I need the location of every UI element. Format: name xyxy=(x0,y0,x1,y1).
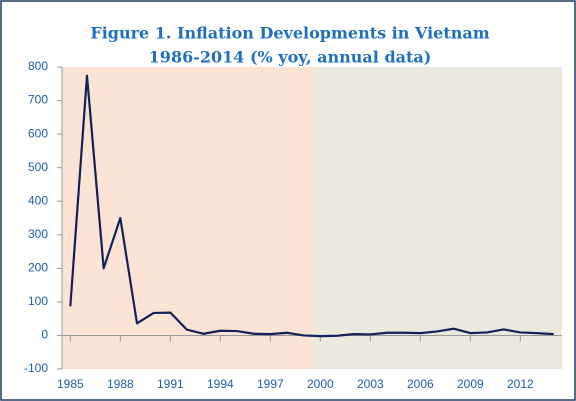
y-tick-label: 400 xyxy=(28,193,48,207)
shaded-region xyxy=(62,67,314,369)
x-tick-label: 1997 xyxy=(257,377,284,391)
y-tick-label: 300 xyxy=(28,227,48,241)
line-series xyxy=(69,74,554,338)
y-tick-label: -100 xyxy=(24,361,48,375)
y-tick-label: 200 xyxy=(28,261,48,275)
x-tick-label: 1985 xyxy=(57,377,84,391)
x-tick-label: 2012 xyxy=(507,377,534,391)
x-tick-label: 1994 xyxy=(207,377,234,391)
y-tick-label: 700 xyxy=(28,93,48,107)
y-tick-label: 500 xyxy=(28,160,48,174)
x-tick-label: 2009 xyxy=(457,377,484,391)
y-tick-label: 0 xyxy=(41,328,48,342)
x-tick-label: 1988 xyxy=(107,377,134,391)
y-tick-label: 100 xyxy=(28,294,48,308)
y-tick-label: 800 xyxy=(28,59,48,73)
x-tick-label: 2000 xyxy=(307,377,334,391)
plot-area xyxy=(57,66,562,370)
x-tick-label: 2003 xyxy=(357,377,384,391)
x-tick-label: 1991 xyxy=(157,377,184,391)
y-tick-label: 600 xyxy=(28,126,48,140)
x-tick-label: 2006 xyxy=(407,377,434,391)
chart-subtitle: 1986-2014 (% yoy, annual data) xyxy=(149,48,432,67)
shaded-region xyxy=(313,67,562,369)
chart-title: Figure 1. Inflation Developments in Viet… xyxy=(90,24,489,43)
